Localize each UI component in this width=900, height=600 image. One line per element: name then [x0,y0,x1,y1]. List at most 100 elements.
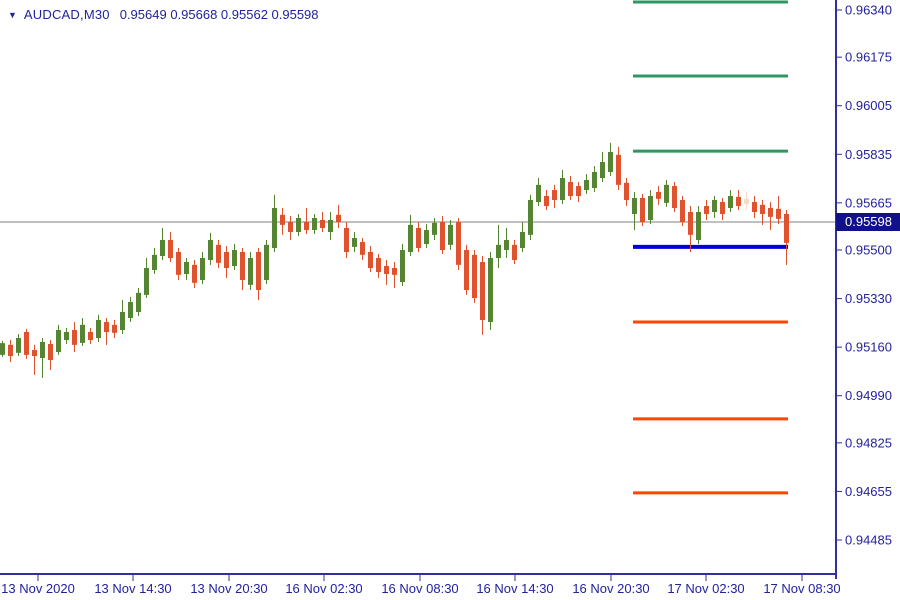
candle [112,320,117,338]
candle-body [376,258,381,272]
candle [416,222,421,252]
ohlc-quote: 0.95649 0.95668 0.95562 0.95598 [119,7,319,22]
symbol-dropdown-arrow-icon[interactable]: ▼ [8,9,17,20]
candle-body [440,222,445,250]
candle-body [728,196,733,208]
candle [136,288,141,316]
candle-body [184,262,189,274]
candle-body [656,192,661,199]
candle-body [128,302,133,318]
candle-body [200,258,205,280]
candle-body [736,196,741,206]
candle-body [448,224,453,245]
candle [40,338,45,378]
candle [208,232,213,265]
candle [392,262,397,288]
candle [736,190,741,210]
candle [216,240,221,268]
candle-body [784,214,789,243]
candle [96,314,101,342]
candle-body [328,220,333,232]
candle-body [472,254,477,298]
symbol-label: AUDCAD,M30 [23,7,110,22]
candle-body [768,208,773,217]
candle-body [720,202,725,214]
candle [616,146,621,190]
time-tick-label: 17 Nov 08:30 [763,581,840,596]
candle-body [648,196,653,220]
candle-body [584,180,589,190]
candle-body [240,252,245,280]
candle [120,300,125,334]
candle-body [744,198,749,204]
candle [608,142,613,176]
candle [776,196,781,224]
candle [560,170,565,204]
price-tick-label: 0.96340 [845,3,892,18]
candle [760,200,765,225]
candle-body [696,212,701,240]
candle [240,248,245,290]
candle-body [592,172,597,188]
candle-body [432,222,437,235]
candle-body [616,154,621,185]
candle-body [72,330,77,345]
candle-body [664,184,669,203]
candle-body [104,322,109,332]
candle [640,194,645,226]
candle [584,174,589,194]
candle-body [384,266,389,274]
candle-body [80,324,85,343]
candle [264,240,269,284]
candle [400,244,405,286]
candle-body [672,186,677,208]
candle [512,240,517,264]
candle-body [496,244,501,258]
candle-body [56,330,61,352]
candle [64,328,69,344]
candle-body [368,252,373,268]
candle-body [264,244,269,280]
candle [752,196,757,218]
candle [744,192,749,210]
candle [384,260,389,285]
candle-body [416,228,421,248]
candle-body [144,268,149,295]
candle [360,238,365,260]
candle [168,232,173,262]
candle [184,258,189,280]
candle-body [360,242,365,255]
candle-body [544,196,549,206]
candle-body [96,320,101,338]
candle [624,178,629,206]
candle-body [48,344,53,360]
candle [456,218,461,270]
candle [152,248,157,274]
candle [16,334,21,356]
candle-body [112,324,117,333]
candle [488,252,493,330]
candle-body [536,184,541,202]
candle-body [680,200,685,222]
candle [768,202,773,230]
candle [104,318,109,345]
candle-body [272,208,277,248]
candle [648,190,653,224]
candle-body [352,238,357,247]
candle [128,296,133,322]
candle-body [288,222,293,232]
candle-body [464,250,469,290]
candle-body [528,200,533,235]
candle [696,206,701,244]
candle [408,214,413,256]
candle [224,246,229,278]
candle [496,224,501,268]
candle-body [160,240,165,256]
candle [528,194,533,240]
candle-body [176,252,181,275]
candle [280,208,285,235]
candle-body [136,292,141,312]
candle [24,328,29,359]
